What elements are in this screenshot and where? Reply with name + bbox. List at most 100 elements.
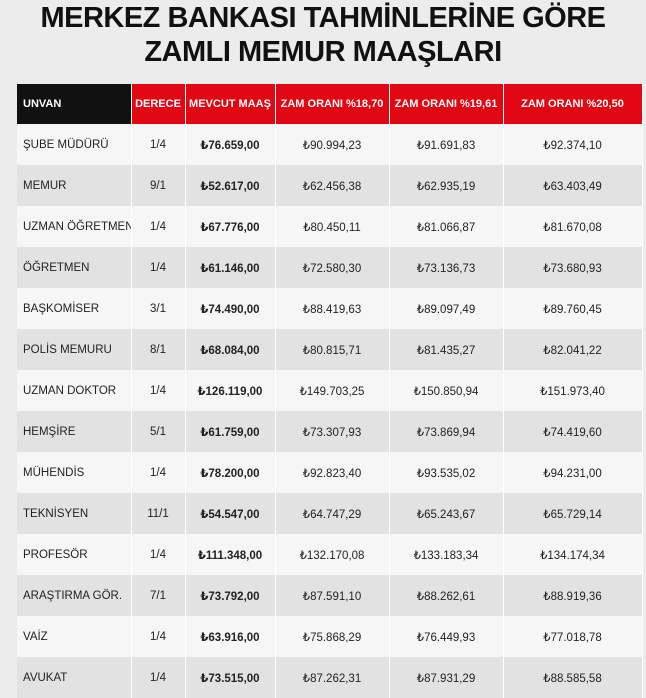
table-row: BAŞKOMİSER 3/1 ₺74.490,00 ₺88.419,63 ₺89.097… — [17, 288, 643, 329]
salary-table: UNVAN DERECE MEVCUT MAAŞ ZAM ORANI %18,70 ZA… — [17, 84, 643, 698]
table-cell: ₺72.580,30 — [275, 247, 390, 288]
table-cell: ₺63.403,49 — [503, 165, 643, 206]
table-cell: 7/1 — [131, 575, 186, 616]
table-cell: ₺81.066,87 — [389, 206, 504, 247]
table-cell: ₺74.490,00 — [185, 288, 276, 329]
table-cell: BAŞKOMİSER — [17, 288, 132, 329]
table-cell: ₺62.935,19 — [389, 165, 504, 206]
table-row: PROFESÖR 1/4 ₺111.348,00 ₺132.170,08 ₺133.18… — [17, 534, 643, 575]
column-header: DERECE — [131, 84, 186, 124]
table-cell: ₺82.041,22 — [503, 329, 643, 370]
table-cell: ₺88.919,36 — [503, 575, 643, 616]
table-cell: ₺75.868,29 — [275, 616, 390, 657]
table-cell: POLİS MEMURU — [17, 329, 132, 370]
table-cell: AVUKAT — [17, 657, 132, 698]
table-cell: UZMAN ÖĞRETMEN — [17, 206, 132, 247]
table-cell: ₺73.792,00 — [185, 575, 276, 616]
table-cell: ₺63.916,00 — [185, 616, 276, 657]
table-cell: ₺94.231,00 — [503, 452, 643, 493]
table-cell: 3/1 — [131, 288, 186, 329]
table-cell: HEMŞİRE — [17, 411, 132, 452]
table-cell: ₺73.869,94 — [389, 411, 504, 452]
table-cell: ₺134.174,34 — [503, 534, 643, 575]
table-cell: 1/4 — [131, 452, 186, 493]
table-cell: ₺65.243,67 — [389, 493, 504, 534]
table-cell: ₺149.703,25 — [275, 370, 390, 411]
table-cell: 8/1 — [131, 329, 186, 370]
table-cell: ₺76.659,00 — [185, 124, 276, 165]
table-cell: ₺77.018,78 — [503, 616, 643, 657]
header-row: UNVAN DERECE MEVCUT MAAŞ ZAM ORANI %18,70 ZA… — [17, 84, 643, 124]
table-cell: ₺73.307,93 — [275, 411, 390, 452]
table-row: TEKNİSYEN 11/1 ₺54.547,00 ₺64.747,29 ₺65.243… — [17, 493, 643, 534]
table-cell: ₺61.759,00 — [185, 411, 276, 452]
table-cell: ₺76.449,93 — [389, 616, 504, 657]
table-cell: ₺93.535,02 — [389, 452, 504, 493]
table-cell: ₺68.084,00 — [185, 329, 276, 370]
table-cell: ₺111.348,00 — [185, 534, 276, 575]
table-cell: ₺88.419,63 — [275, 288, 390, 329]
table-cell: PROFESÖR — [17, 534, 132, 575]
table-cell: 11/1 — [131, 493, 186, 534]
table-cell: ₺80.815,71 — [275, 329, 390, 370]
table-cell: ₺61.146,00 — [185, 247, 276, 288]
table-row: ARAŞTIRMA GÖR. 7/1 ₺73.792,00 ₺87.591,10 ₺88… — [17, 575, 643, 616]
table-row: MEMUR 9/1 ₺52.617,00 ₺62.456,38 ₺62.935,19 ₺6… — [17, 165, 643, 206]
table-cell: 1/4 — [131, 247, 186, 288]
table-cell: ₺62.456,38 — [275, 165, 390, 206]
title: ZAMLI MEMUR MAAŞLARI — [144, 36, 502, 68]
title: MERKEZ BANKASI TAHMİNLERİNE GÖRE — [40, 2, 606, 34]
table-cell: ₺73.136,73 — [389, 247, 504, 288]
table-cell: ₺87.591,10 — [275, 575, 390, 616]
table-row: HEMŞİRE 5/1 ₺61.759,00 ₺73.307,93 ₺73.869,94… — [17, 411, 643, 452]
page: MERKEZ BANKASI TAHMİNLERİNE GÖRE ZAMLI M… — [17, 2, 643, 698]
table-row: POLİS MEMURU 8/1 ₺68.084,00 ₺80.815,71 ₺81.4… — [17, 329, 643, 370]
table-cell: ₺73.680,93 — [503, 247, 643, 288]
table-row: UZMAN ÖĞRETMEN 1/4 ₺67.776,00 ₺80.450,11 ₺81… — [17, 206, 643, 247]
table-cell: ₺78.200,00 — [185, 452, 276, 493]
table-cell: ₺90.994,23 — [275, 124, 390, 165]
table-cell: 1/4 — [131, 657, 186, 698]
table-cell: ₺91.691,83 — [389, 124, 504, 165]
table-cell: ₺133.183,34 — [389, 534, 504, 575]
table-row: ÖĞRETMEN 1/4 ₺61.146,00 ₺72.580,30 ₺73.136,7… — [17, 247, 643, 288]
column-header: ZAM ORANI %20,50 — [503, 84, 643, 124]
table-cell: MÜHENDİS — [17, 452, 132, 493]
table-cell: ₺81.670,08 — [503, 206, 643, 247]
table-cell: 1/4 — [131, 206, 186, 247]
table-cell: ₺132.170,08 — [275, 534, 390, 575]
table-cell: 9/1 — [131, 165, 186, 206]
table-cell: ₺89.097,49 — [389, 288, 504, 329]
table-cell: 1/4 — [131, 616, 186, 657]
table-cell: ₺74.419,60 — [503, 411, 643, 452]
table-cell: ₺64.747,29 — [275, 493, 390, 534]
table-cell: ₺92.823,40 — [275, 452, 390, 493]
table-cell: ₺73.515,00 — [185, 657, 276, 698]
table-cell: 1/4 — [131, 534, 186, 575]
table-cell: 5/1 — [131, 411, 186, 452]
table-cell: VAİZ — [17, 616, 132, 657]
column-header: MEVCUT MAAŞ — [185, 84, 276, 124]
column-header: ZAM ORANI %19,61 — [389, 84, 504, 124]
column-header: UNVAN — [17, 84, 132, 124]
table-cell: ₺52.617,00 — [185, 165, 276, 206]
table-cell: ₺87.931,29 — [389, 657, 504, 698]
table-row: VAİZ 1/4 ₺63.916,00 ₺75.868,29 ₺76.449,93 ₺77… — [17, 616, 643, 657]
column-header: ZAM ORANI %18,70 — [275, 84, 390, 124]
table-cell: ₺151.973,40 — [503, 370, 643, 411]
table-cell: ARAŞTIRMA GÖR. — [17, 575, 132, 616]
table-cell: ₺89.760,45 — [503, 288, 643, 329]
table-cell: TEKNİSYEN — [17, 493, 132, 534]
table-cell: UZMAN DOKTOR — [17, 370, 132, 411]
table-cell: ₺67.776,00 — [185, 206, 276, 247]
table-row: MÜHENDİS 1/4 ₺78.200,00 ₺92.823,40 ₺93.535,0… — [17, 452, 643, 493]
table-cell: ₺126.119,00 — [185, 370, 276, 411]
table-cell: ₺80.450,11 — [275, 206, 390, 247]
table-cell: ₺92.374,10 — [503, 124, 643, 165]
table-cell: ₺87.262,31 — [275, 657, 390, 698]
table-row: UZMAN DOKTOR 1/4 ₺126.119,00 ₺149.703,25 ₺15… — [17, 370, 643, 411]
table-cell: ₺150.850,94 — [389, 370, 504, 411]
table-cell: ₺65.729,14 — [503, 493, 643, 534]
table-cell: 1/4 — [131, 124, 186, 165]
table-cell: ŞUBE MÜDÜRÜ — [17, 124, 132, 165]
